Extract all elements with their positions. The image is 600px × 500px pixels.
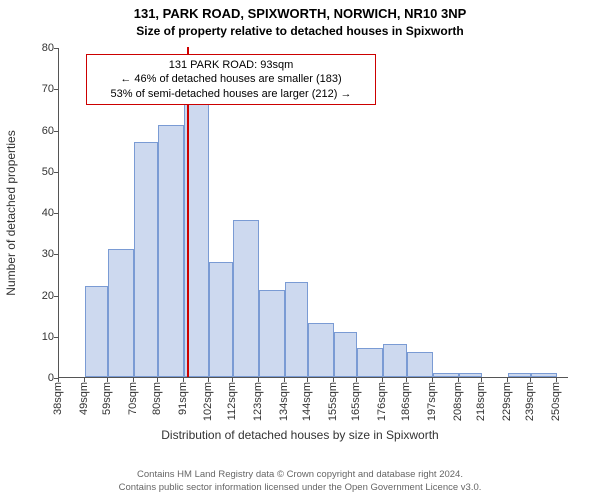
x-tick-label: 250sqm <box>550 382 562 421</box>
x-tick-mark <box>530 378 531 382</box>
x-axis-label: Distribution of detached houses by size … <box>0 428 600 442</box>
x-tick-mark <box>58 378 59 382</box>
x-tick-label: 123sqm <box>252 382 264 421</box>
histogram-bar <box>209 262 233 378</box>
y-tick-mark <box>54 89 58 90</box>
x-tick-label: 91sqm <box>177 382 189 415</box>
y-tick-mark <box>54 131 58 132</box>
histogram-bar <box>85 286 109 377</box>
x-tick-label: 134sqm <box>278 382 290 421</box>
y-tick-label: 20 <box>14 290 54 302</box>
histogram-bar <box>334 332 358 377</box>
x-tick-label: 155sqm <box>327 382 339 421</box>
histogram-bar <box>508 373 532 377</box>
x-tick-mark <box>157 378 158 382</box>
y-tick-label: 0 <box>14 372 54 384</box>
x-tick-mark <box>232 378 233 382</box>
x-tick-label: 176sqm <box>376 382 388 421</box>
x-tick-mark <box>307 378 308 382</box>
x-tick-label: 165sqm <box>350 382 362 421</box>
y-tick-label: 10 <box>14 331 54 343</box>
y-tick-mark <box>54 172 58 173</box>
y-tick-mark <box>54 296 58 297</box>
x-tick-label: 70sqm <box>127 382 139 415</box>
x-tick-mark <box>458 378 459 382</box>
x-tick-label: 59sqm <box>101 382 113 415</box>
x-tick-label: 144sqm <box>301 382 313 421</box>
x-tick-mark <box>406 378 407 382</box>
histogram-chart: 131, PARK ROAD, SPIXWORTH, NORWICH, NR10… <box>0 0 600 500</box>
histogram-bar <box>459 373 483 377</box>
y-tick-mark <box>54 48 58 49</box>
x-tick-mark <box>333 378 334 382</box>
x-tick-label: 102sqm <box>202 382 214 421</box>
x-tick-mark <box>284 378 285 382</box>
y-tick-label: 80 <box>14 42 54 54</box>
x-tick-mark <box>382 378 383 382</box>
x-tick-label: 186sqm <box>400 382 412 421</box>
x-tick-label: 112sqm <box>226 382 238 420</box>
x-tick-mark <box>481 378 482 382</box>
x-tick-label: 229sqm <box>501 382 513 421</box>
histogram-bar <box>407 352 433 377</box>
x-tick-mark <box>356 378 357 382</box>
annotation-line: 131 PARK ROAD: 93sqm <box>93 58 369 72</box>
y-tick-label: 60 <box>14 125 54 137</box>
histogram-bar <box>233 220 259 377</box>
footer-line-1: Contains HM Land Registry data © Crown c… <box>0 469 600 481</box>
x-tick-mark <box>258 378 259 382</box>
histogram-bar <box>259 290 285 377</box>
y-tick-label: 70 <box>14 83 54 95</box>
x-tick-label: 197sqm <box>426 382 438 421</box>
histogram-bar <box>357 348 383 377</box>
histogram-bar <box>308 323 334 377</box>
footer-attribution: Contains HM Land Registry data © Crown c… <box>0 469 600 494</box>
x-tick-mark <box>507 378 508 382</box>
x-tick-mark <box>107 378 108 382</box>
y-tick-label: 30 <box>14 248 54 260</box>
x-tick-mark <box>84 378 85 382</box>
y-tick-mark <box>54 213 58 214</box>
x-tick-mark <box>556 378 557 382</box>
histogram-bar <box>383 344 407 377</box>
chart-title-sub: Size of property relative to detached ho… <box>0 24 600 38</box>
chart-title-main: 131, PARK ROAD, SPIXWORTH, NORWICH, NR10… <box>0 6 600 21</box>
y-tick-label: 50 <box>14 166 54 178</box>
annotation-line: 53% of semi-detached houses are larger (… <box>93 87 369 101</box>
histogram-bar <box>531 373 557 377</box>
x-tick-mark <box>432 378 433 382</box>
y-tick-label: 40 <box>14 207 54 219</box>
x-tick-mark <box>183 378 184 382</box>
histogram-bar <box>134 142 158 377</box>
x-tick-label: 239sqm <box>524 382 536 421</box>
x-tick-mark <box>208 378 209 382</box>
annotation-line: ← 46% of detached houses are smaller (18… <box>93 72 369 86</box>
annotation-box: 131 PARK ROAD: 93sqm← 46% of detached ho… <box>86 54 376 105</box>
x-tick-label: 218sqm <box>475 382 487 421</box>
histogram-bar <box>158 125 184 377</box>
x-tick-label: 38sqm <box>52 382 64 415</box>
footer-line-2: Contains public sector information licen… <box>0 482 600 494</box>
y-tick-mark <box>54 337 58 338</box>
y-tick-mark <box>54 254 58 255</box>
x-tick-label: 208sqm <box>452 382 464 421</box>
x-tick-mark <box>133 378 134 382</box>
histogram-bar <box>108 249 134 377</box>
x-tick-label: 80sqm <box>151 382 163 415</box>
histogram-bar <box>285 282 309 377</box>
histogram-bar <box>433 373 459 377</box>
x-tick-label: 49sqm <box>78 382 90 415</box>
